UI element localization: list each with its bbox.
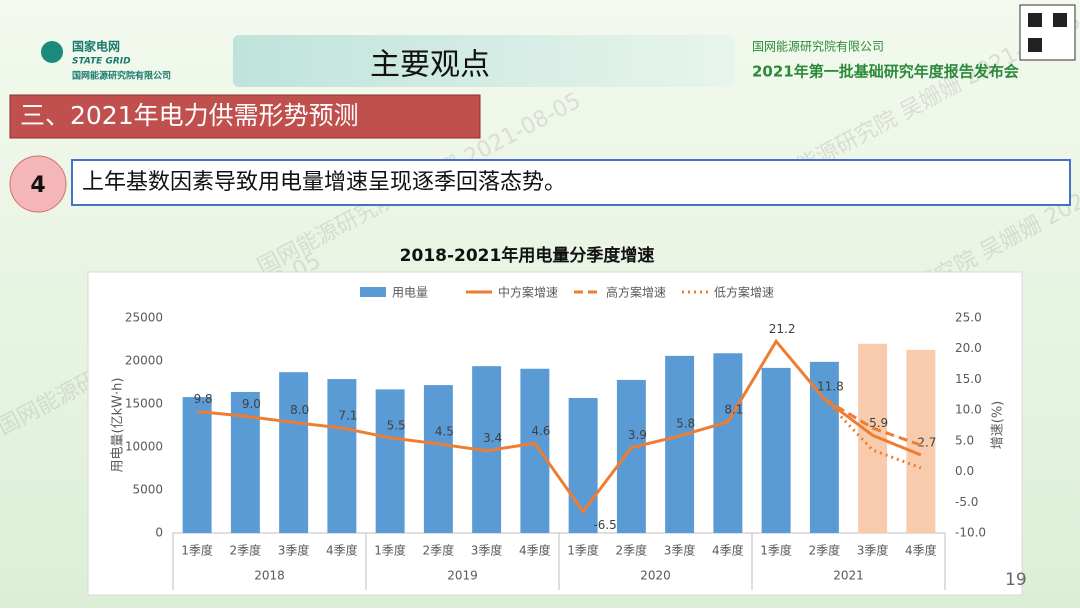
x-tick-label: 4季度: [712, 543, 744, 558]
bar: [327, 379, 357, 533]
data-label: 8.1: [724, 402, 743, 416]
data-label: 4.6: [531, 424, 550, 438]
x-tick-label: 1季度: [567, 543, 599, 558]
header-event: 2021年第一批基础研究年度报告发布会: [752, 63, 1019, 81]
y2-axis-label: 增速(%): [991, 401, 1006, 450]
x-tick-label: 3季度: [857, 543, 889, 558]
point-number: 4: [30, 173, 45, 198]
data-label: 5.9: [869, 416, 888, 430]
x-tick-label: 2季度: [809, 543, 841, 558]
x-tick-label: 2季度: [230, 543, 262, 558]
legend-label: 中方案增速: [498, 285, 558, 300]
section-bar: [9, 94, 481, 139]
point-badge: [9, 155, 67, 213]
title-bar: [233, 35, 735, 87]
data-label: 11.8: [817, 380, 844, 394]
data-label: 7.1: [338, 408, 357, 422]
group-label: 2018: [254, 569, 285, 583]
legend-swatch: [360, 287, 386, 297]
x-tick-label: 1季度: [374, 543, 406, 558]
data-label: 3.9: [628, 428, 647, 442]
bar: [665, 355, 695, 533]
y-tick-label: 5000: [132, 483, 163, 497]
section-title: 三、2021年电力供需形势预测: [20, 101, 359, 130]
page-number: 19: [1005, 570, 1027, 590]
group-label: 2020: [640, 569, 671, 583]
y-tick-label: 15000: [125, 397, 163, 411]
slide-title: 主要观点: [370, 48, 490, 83]
bar: [906, 349, 936, 533]
y2-tick-label: 10.0: [955, 403, 982, 417]
y2-tick-label: 5.0: [955, 433, 974, 447]
qr-block: [1028, 38, 1042, 52]
legend-label: 低方案增速: [714, 285, 774, 300]
line: [196, 338, 922, 515]
bar: [809, 361, 839, 533]
logo-org: 国网能源研究院有限公司: [72, 70, 171, 82]
y-tick-label: 10000: [125, 440, 163, 454]
x-tick-label: 1季度: [181, 543, 213, 558]
data-label: 3.4: [483, 431, 502, 445]
x-tick-label: 3季度: [471, 543, 503, 558]
logo-en: STATE GRID: [72, 57, 131, 67]
qr-block: [1028, 13, 1042, 27]
logo-cn: 国家电网: [72, 39, 120, 54]
y2-tick-label: 0.0: [955, 464, 974, 478]
logo-icon: [41, 41, 63, 63]
y2-tick-label: 20.0: [955, 341, 982, 355]
data-label: 8.0: [290, 403, 309, 417]
y-axis-label: 用电量(亿kW·h): [111, 378, 126, 473]
x-tick-label: 1季度: [760, 543, 792, 558]
data-label: 2.7: [917, 435, 936, 449]
y2-tick-label: 25.0: [955, 311, 982, 325]
x-tick-label: 3季度: [664, 543, 696, 558]
data-label: 9.0: [242, 397, 261, 411]
data-label: 9.8: [194, 392, 213, 406]
point-box: [71, 159, 1071, 206]
data-label: 4.5: [435, 424, 454, 438]
data-label: 21.2: [769, 322, 796, 336]
legend-label: 高方案增速: [606, 285, 666, 300]
bar: [520, 368, 550, 533]
y2-tick-label: -5.0: [955, 495, 978, 509]
bar: [616, 379, 646, 533]
chart-title: 2018-2021年用电量分季度增速: [400, 245, 655, 266]
data-label: 5.5: [387, 418, 406, 432]
header-org: 国网能源研究院有限公司: [752, 39, 884, 54]
x-tick-label: 3季度: [278, 543, 310, 558]
legend-label: 用电量: [392, 286, 428, 300]
bar: [713, 353, 743, 533]
y2-tick-label: 15.0: [955, 372, 982, 386]
x-tick-label: 4季度: [519, 543, 551, 558]
line: [823, 397, 922, 447]
x-tick-label: 4季度: [905, 543, 937, 558]
y2-tick-label: -10.0: [955, 526, 986, 540]
y-tick-label: 20000: [125, 354, 163, 368]
bar: [423, 385, 453, 533]
bar: [375, 389, 405, 533]
x-tick-label: 4季度: [326, 543, 358, 558]
data-label: 5.8: [676, 416, 695, 430]
x-tick-label: 2季度: [423, 543, 455, 558]
group-label: 2019: [447, 569, 478, 583]
qr-block: [1053, 13, 1067, 27]
bar: [230, 391, 260, 533]
point-text: 上年基数因素导致用电量增速呈现逐季回落态势。: [82, 170, 566, 195]
group-label: 2021: [833, 569, 864, 583]
bar: [761, 367, 791, 533]
data-label: -6.5: [593, 518, 616, 532]
x-tick-label: 2季度: [616, 543, 648, 558]
bar: [182, 397, 212, 533]
y-tick-label: 0: [155, 526, 163, 540]
bar: [279, 372, 309, 533]
y-tick-label: 25000: [125, 311, 163, 325]
